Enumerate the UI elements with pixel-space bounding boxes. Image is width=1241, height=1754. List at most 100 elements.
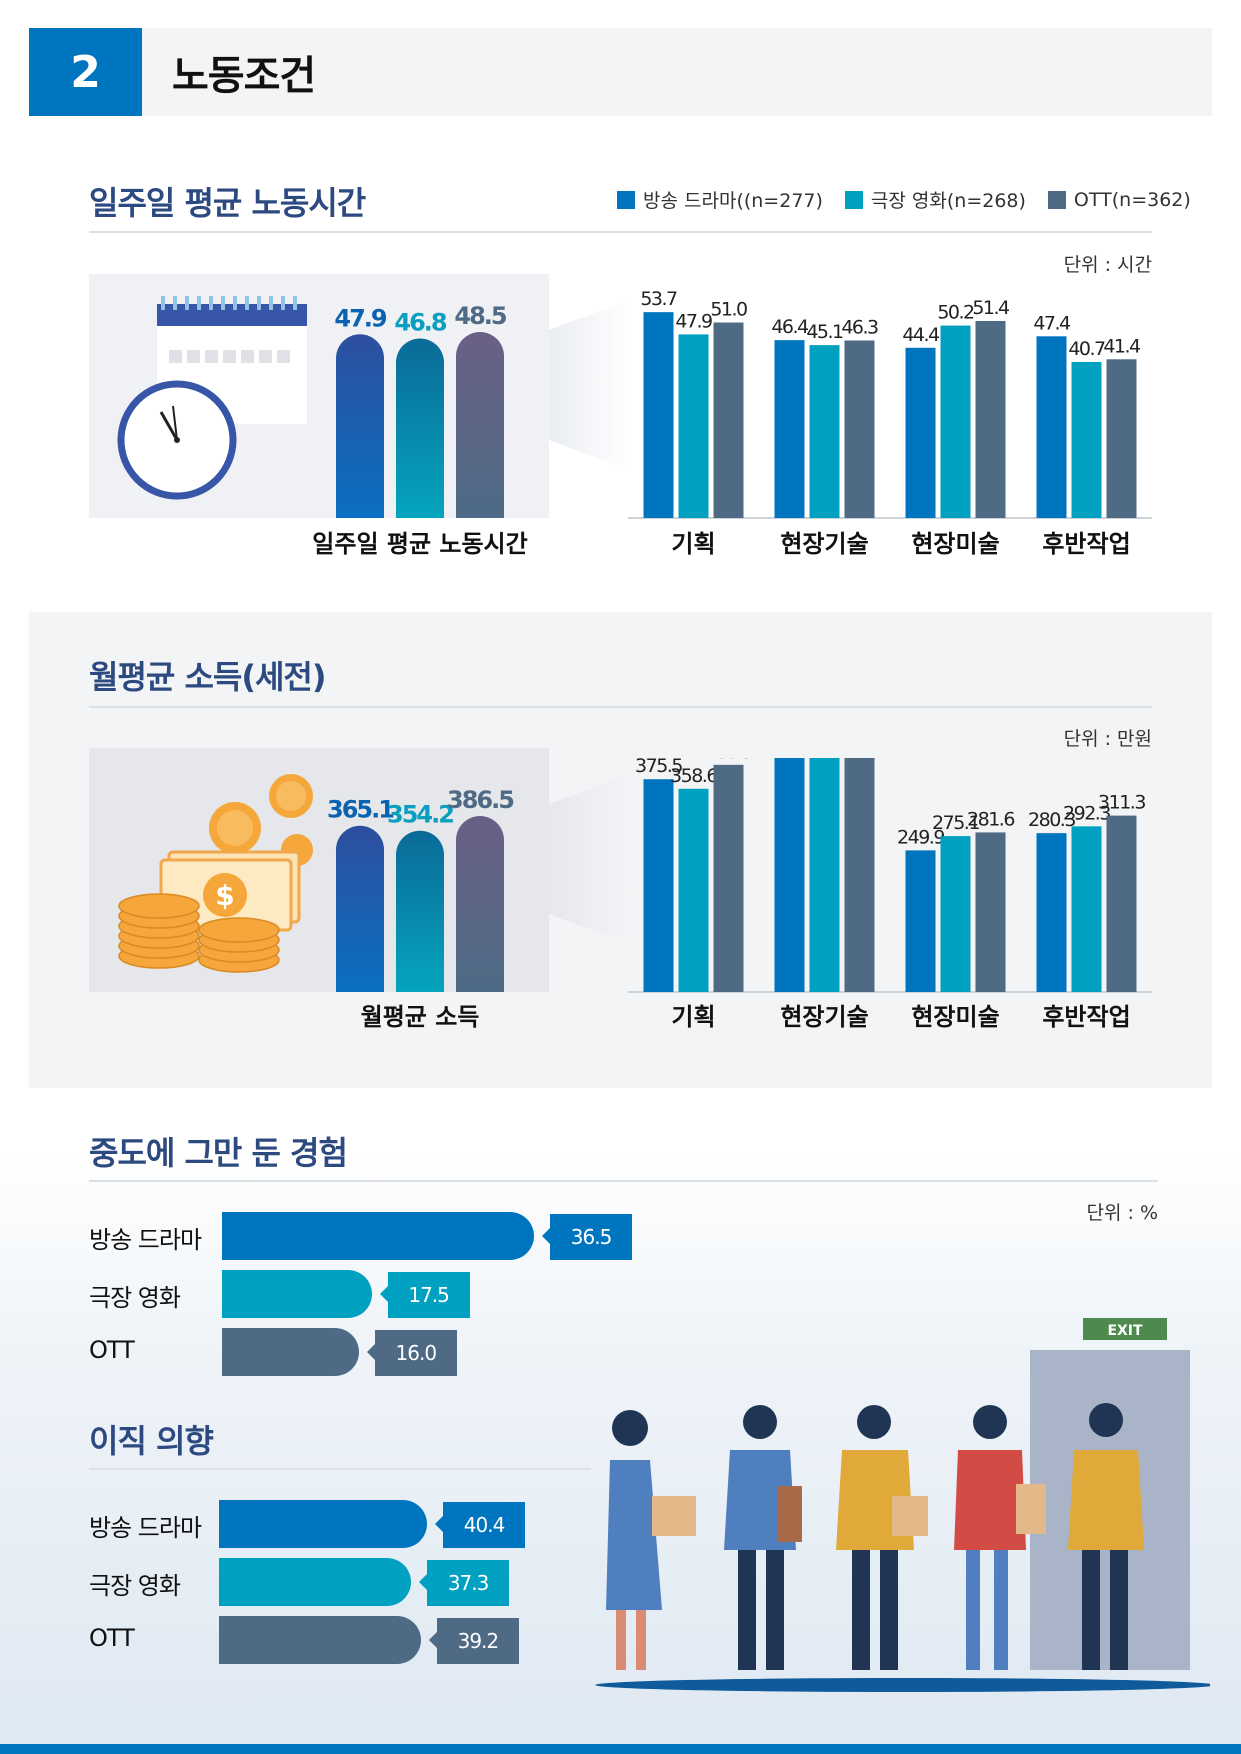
section-number: 2 [29,28,142,116]
category-bar [844,340,875,518]
bar-value-label: 50.2 [937,302,974,324]
category-label: 현장미술 [911,530,1000,558]
bar-value-label: 41.4 [1103,335,1141,357]
bar-value-label: 311.3 [1098,792,1145,814]
hbar [222,1212,535,1260]
hours-unit: 단위 : 시간 [1063,254,1152,276]
total-value-label: 47.9 [334,304,387,332]
total-bar [456,332,504,518]
hbar [219,1558,412,1606]
hbar [222,1328,359,1376]
category-bar [1036,833,1067,992]
category-label: 현장기술 [780,530,869,558]
divider [89,1180,1158,1182]
income-total-label: 월평균 소득 [360,1003,480,1031]
connector-wedge [549,300,629,470]
category-bar [905,850,936,992]
category-label: 기획 [671,530,716,558]
bar-value-label: 46.4 [771,316,809,338]
hours-total-label: 일주일 평균 노동시간 [312,530,528,558]
hbar-value-label: 36.5 [550,1214,633,1260]
hbar-tag-pointer [419,1574,428,1590]
category-bar [678,334,709,518]
turnover-title: 이직 의향 [89,1422,214,1460]
legend-swatch-ott [1047,190,1066,209]
hbar-value-label: 39.2 [436,1618,519,1664]
hbar-category-label: 극장 영화 [89,1284,181,1312]
section-header [29,28,1212,116]
divider [89,706,1152,708]
bar-value-label: 358.6 [670,765,717,787]
money-coins-icon: $ [118,774,313,973]
category-bar [809,758,840,992]
divider [89,231,1152,233]
category-label: 후반작업 [1042,1003,1131,1031]
legend-film: 극장 영화(n=268) [870,190,1026,212]
exit-sign: EXIT [1107,1323,1143,1339]
category-bar [940,325,971,518]
hbar-value-label: 37.3 [427,1560,510,1606]
quit-experience-chart: 방송 드라마 36.5 극장 영화 17.5 OTT 16.0 [89,1212,689,1388]
bar-value-label: 46.3 [841,317,878,339]
category-bar [678,788,709,992]
hbar-category-label: OTT [89,1336,135,1364]
bar-value-label: 53.7 [640,288,677,310]
category-bar [905,347,936,518]
total-value-label: 354.2 [387,801,453,829]
hours-total-chart: 47.9 46.8 48.5 [334,302,509,518]
legend-swatch-drama [617,190,635,209]
hours-title: 일주일 평균 노동시간 [89,184,366,222]
legend: 방송 드라마((n=277) 극장 영화(n=268) OTT(n=362) [617,186,1191,213]
category-bar [975,320,1006,518]
hbar-tag-pointer [428,1632,437,1648]
legend-drama: 방송 드라마((n=277) [643,190,823,212]
hbar-category-label: 방송 드라마 [89,1514,202,1542]
turnover-intention-chart: 방송 드라마 40.4 극장 영화 37.3 OTT 39.2 [89,1500,689,1676]
hbar [219,1500,428,1548]
svg-text:$: $ [215,879,234,912]
category-bar [713,322,744,518]
divider [89,1468,591,1470]
total-value-label: 48.5 [454,302,507,330]
quit-title: 중도에 그만 둔 경험 [89,1134,348,1172]
hbar-tag-pointer [435,1516,444,1532]
people-leaving-illustration: EXIT [595,1318,1210,1692]
category-bar [643,312,674,518]
bar-value-label: 44.4 [902,324,940,346]
quit-unit: 단위 : % [1086,1202,1159,1224]
bar-value-label: 47.9 [675,310,712,332]
category-label: 현장기술 [780,1003,869,1031]
total-bar [396,830,444,992]
hbar-category-label: 방송 드라마 [89,1226,202,1254]
calendar-clock-icon [117,296,307,500]
total-value-label: 386.5 [447,786,514,814]
bar-value-label: 51.4 [972,297,1010,319]
income-unit: 단위 : 만원 [1063,728,1152,750]
bar-value-label: 375.5 [635,758,682,777]
income-job-labels: 기획 현장기술 현장미술 후반작업 [628,997,1152,1031]
category-bar [975,832,1006,992]
category-bar [643,779,674,992]
category-bar [1036,336,1067,518]
bar-value-label: 47.4 [1033,312,1071,334]
income-title: 월평균 소득(세전) [89,658,326,696]
hours-by-job-chart: 53.747.951.0 46.445.146.3 44.450.251.4 47.4… [628,288,1152,519]
category-bar [1106,359,1137,518]
connector-wedge [549,774,629,944]
total-bar [396,338,444,518]
category-bar [1071,826,1102,992]
bar-value-label: 400.9 [705,758,752,763]
total-bar [336,825,384,992]
total-bar [456,816,504,992]
category-bar [844,758,875,992]
bar-value-label: 51.0 [710,299,747,321]
hours-job-labels: 기획 현장기술 현장미술 후반작업 [628,524,1152,558]
hbar-value-label: 40.4 [443,1502,526,1548]
hbar-tag-pointer [542,1228,551,1244]
category-bar [1106,815,1137,992]
bar-value-label: 292.3 [1063,802,1110,824]
bar-value-label: 249.9 [897,826,944,848]
hbar-category-label: 극장 영화 [89,1572,181,1600]
legend-ott: OTT(n=362) [1073,188,1191,211]
total-value-label: 365.1 [327,796,394,824]
